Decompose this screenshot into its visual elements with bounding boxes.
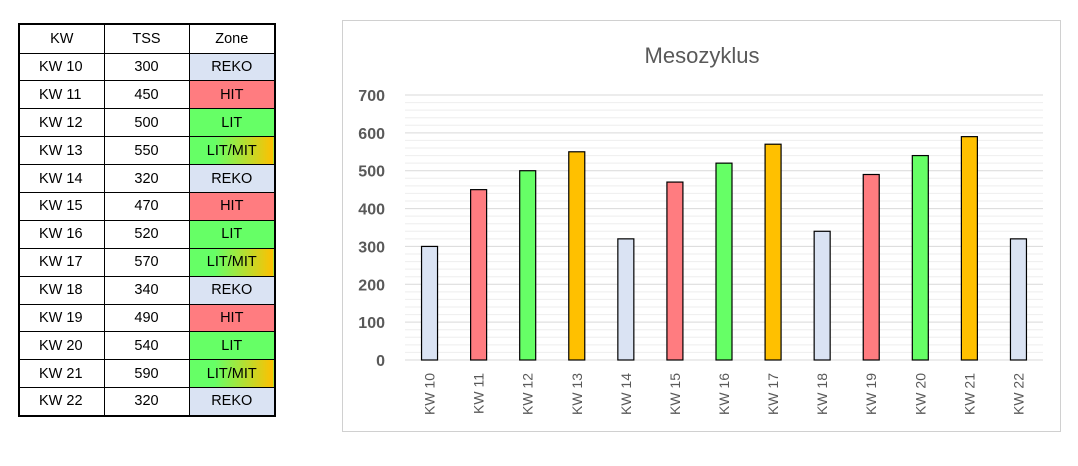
bar — [813, 230, 831, 361]
cell-kw: KW 16 — [18, 219, 105, 249]
cell-zone: REKO — [188, 52, 276, 82]
table-row: KW 15 470 HIT — [18, 191, 276, 221]
table-header-row: KW TSS Zone — [18, 23, 276, 54]
cell-kw: KW 10 — [18, 52, 105, 82]
cell-tss: 300 — [103, 52, 190, 82]
cell-tss: 340 — [103, 275, 190, 305]
tss-table: KW TSS Zone KW 10 300 REKO KW 11 450 HIT KW 12… — [18, 23, 276, 417]
bar — [666, 181, 684, 361]
x-category-label: KW 21 — [961, 373, 977, 415]
cell-kw: KW 21 — [18, 359, 105, 389]
x-category-label: KW 11 — [471, 373, 487, 414]
cell-tss: 540 — [103, 331, 190, 361]
cell-tss: 570 — [103, 247, 190, 277]
cell-zone: REKO — [188, 387, 276, 417]
y-tick-label: 600 — [358, 126, 385, 143]
cell-tss: 320 — [103, 164, 190, 193]
x-axis-labels: KW 10 KW 11 KW 12 KW 13 KW 14 KW 15 KW 16 KW 17… — [422, 373, 1027, 415]
cell-kw: KW 15 — [18, 191, 105, 221]
table-row: KW 20 540 LIT — [18, 331, 276, 361]
x-category-label: KW 16 — [716, 373, 732, 415]
x-category-label: KW 14 — [618, 373, 634, 415]
table-row: KW 17 570 LIT/MIT — [18, 247, 276, 277]
bar — [519, 170, 537, 361]
cell-zone: HIT — [188, 303, 276, 333]
chart-area: Mesozyklus 0 100 200 300 400 500 600 700 KW 10 K… — [342, 20, 1061, 432]
x-category-label: KW 17 — [765, 373, 781, 415]
cell-zone: HIT — [188, 80, 276, 110]
table-row: KW 18 340 REKO — [18, 275, 276, 305]
x-category-label: KW 15 — [667, 373, 683, 415]
header-tss: TSS — [103, 23, 190, 54]
table-row: KW 19 490 HIT — [18, 303, 276, 333]
y-axis-ticks: 0 100 200 300 400 500 600 700 — [358, 88, 385, 370]
x-category-label: KW 18 — [814, 373, 830, 415]
bar — [862, 173, 880, 361]
bar — [470, 189, 488, 361]
y-tick-label: 400 — [358, 202, 385, 219]
table-row: KW 12 500 LIT — [18, 108, 276, 138]
table-row: KW 13 550 LIT/MIT — [18, 136, 276, 166]
x-category-label: KW 22 — [1010, 373, 1026, 415]
cell-kw: KW 17 — [18, 247, 105, 277]
chart-title: Mesozyklus — [645, 43, 760, 68]
cell-zone: HIT — [188, 191, 276, 221]
header-zone: Zone — [188, 23, 276, 54]
table-row: KW 14 320 REKO — [18, 164, 276, 193]
table-row: KW 10 300 REKO — [18, 52, 276, 82]
y-tick-label: 500 — [358, 164, 385, 181]
cell-kw: KW 19 — [18, 303, 105, 333]
x-category-label: KW 20 — [912, 373, 928, 415]
cell-zone: LIT/MIT — [188, 359, 276, 389]
bar — [911, 154, 929, 361]
cell-zone: LIT — [188, 219, 276, 249]
table-row: KW 16 520 LIT — [18, 219, 276, 249]
cell-zone: LIT/MIT — [188, 136, 276, 166]
bar — [568, 151, 586, 361]
cell-zone: REKO — [188, 164, 276, 193]
table-row: KW 22 320 REKO — [18, 387, 276, 417]
x-category-label: KW 12 — [520, 373, 536, 415]
y-tick-label: 100 — [358, 315, 385, 332]
table-row: KW 11 450 HIT — [18, 80, 276, 110]
cell-tss: 500 — [103, 108, 190, 138]
cell-kw: KW 14 — [18, 164, 105, 193]
cell-tss: 320 — [103, 387, 190, 417]
cell-zone: LIT — [188, 108, 276, 138]
cell-kw: KW 13 — [18, 136, 105, 166]
header-kw: KW — [18, 23, 105, 54]
y-tick-label: 700 — [358, 88, 385, 105]
cell-tss: 550 — [103, 136, 190, 166]
bar — [420, 245, 439, 361]
cell-tss: 450 — [103, 80, 190, 110]
cell-zone: LIT/MIT — [188, 247, 276, 277]
cell-kw: KW 20 — [18, 331, 105, 361]
bar — [617, 238, 635, 361]
cell-tss: 470 — [103, 191, 190, 221]
y-tick-label: 200 — [358, 277, 385, 294]
bar — [715, 162, 733, 361]
cell-tss: 590 — [103, 359, 190, 389]
y-tick-label: 300 — [358, 239, 385, 256]
x-category-label: KW 10 — [422, 373, 438, 415]
bar — [960, 136, 978, 361]
x-category-label: KW 19 — [863, 373, 879, 415]
table-body: KW 10 300 REKO KW 11 450 HIT KW 12 500 LIT KW 13 5… — [18, 52, 276, 417]
bar — [764, 143, 782, 361]
cell-tss: 490 — [103, 303, 190, 333]
y-tick-label: 0 — [376, 353, 385, 370]
table-row: KW 21 590 LIT/MIT — [18, 359, 276, 389]
cell-kw: KW 18 — [18, 275, 105, 305]
cell-kw: KW 12 — [18, 108, 105, 138]
bars — [420, 136, 1028, 361]
cell-tss: 520 — [103, 219, 190, 249]
cell-zone: LIT — [188, 331, 276, 361]
x-category-label: KW 13 — [569, 373, 585, 415]
cell-kw: KW 11 — [18, 80, 105, 110]
cell-zone: REKO — [188, 275, 276, 305]
cell-kw: KW 22 — [18, 387, 105, 417]
bar — [1009, 238, 1028, 361]
